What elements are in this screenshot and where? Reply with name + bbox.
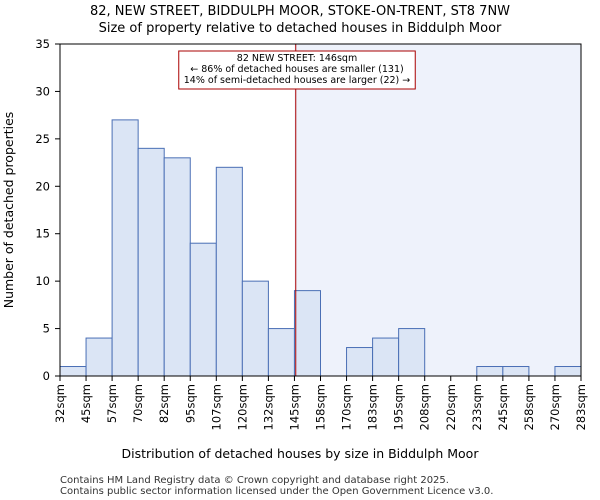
y-tick-label: 20	[35, 179, 50, 193]
bar-132sqm	[267, 328, 295, 377]
x-tick-label: 107sqm	[209, 384, 223, 430]
x-tick-label: 258sqm	[522, 384, 536, 430]
chart-title-line-1: 82, NEW STREET, BIDDULPH MOOR, STOKE-ON-…	[90, 4, 510, 19]
bar-233sqm	[476, 366, 504, 377]
x-tick-label: 233sqm	[470, 384, 484, 430]
bar-145sqm	[293, 290, 322, 377]
x-tick-label: 283sqm	[574, 384, 588, 430]
annotation-line-2: ← 86% of detached houses are smaller (13…	[190, 64, 403, 75]
x-tick-label: 82sqm	[157, 384, 171, 423]
x-tick-label: 195sqm	[392, 384, 406, 430]
annotation-line-3: 14% of semi-detached houses are larger (…	[184, 75, 411, 86]
y-tick-label: 30	[35, 84, 50, 98]
x-tick-label: 145sqm	[287, 384, 301, 430]
x-axis-label: Distribution of detached houses by size …	[122, 446, 480, 461]
annotation-box: 82 NEW STREET: 146sqm ← 86% of detached …	[178, 50, 416, 90]
y-tick-label: 35	[35, 37, 50, 51]
highlight-region	[294, 44, 581, 376]
x-tick-label: 270sqm	[548, 384, 562, 430]
y-tick-label: 0	[43, 369, 50, 383]
bar-32sqm	[59, 366, 87, 377]
bar-170sqm	[346, 347, 374, 377]
bar-95sqm	[189, 242, 217, 377]
x-tick-label: 32sqm	[53, 384, 67, 423]
x-tick-label: 132sqm	[261, 384, 275, 430]
bar-183sqm	[372, 337, 400, 377]
y-axis-label: Number of detached properties	[1, 112, 16, 309]
chart-title-line-2: Size of property relative to detached ho…	[99, 21, 502, 36]
y-tick-label: 15	[35, 227, 50, 241]
y-tick-label: 5	[43, 322, 50, 336]
x-tick-label: 170sqm	[340, 384, 354, 430]
x-tick-label: 208sqm	[418, 384, 432, 430]
bar-245sqm	[502, 366, 530, 377]
x-tick-label: 245sqm	[496, 384, 510, 430]
annotation-line-1: 82 NEW STREET: 146sqm	[237, 53, 357, 64]
bar-82sqm	[163, 157, 191, 377]
bar-270sqm	[554, 366, 582, 377]
x-tick-label: 45sqm	[79, 384, 93, 423]
x-tick-label: 70sqm	[131, 384, 145, 423]
bar-70sqm	[137, 147, 165, 377]
bar-57sqm	[111, 119, 139, 377]
bar-120sqm	[241, 280, 269, 377]
y-tick-label: 25	[35, 132, 50, 146]
bar-195sqm	[398, 328, 426, 377]
x-tick-label: 158sqm	[314, 384, 328, 430]
footer-line-1: Contains HM Land Registry data © Crown c…	[60, 475, 449, 486]
x-tick-label: 57sqm	[105, 384, 119, 423]
footer-line-2: Contains public sector information licen…	[60, 486, 493, 497]
x-tick-label: 120sqm	[235, 384, 249, 430]
bar-107sqm	[215, 166, 243, 377]
x-tick-label: 95sqm	[183, 384, 197, 423]
bar-45sqm	[85, 337, 113, 377]
y-tick-label: 10	[35, 274, 50, 288]
x-tick-label: 220sqm	[444, 384, 458, 430]
x-tick-label: 183sqm	[366, 384, 380, 430]
